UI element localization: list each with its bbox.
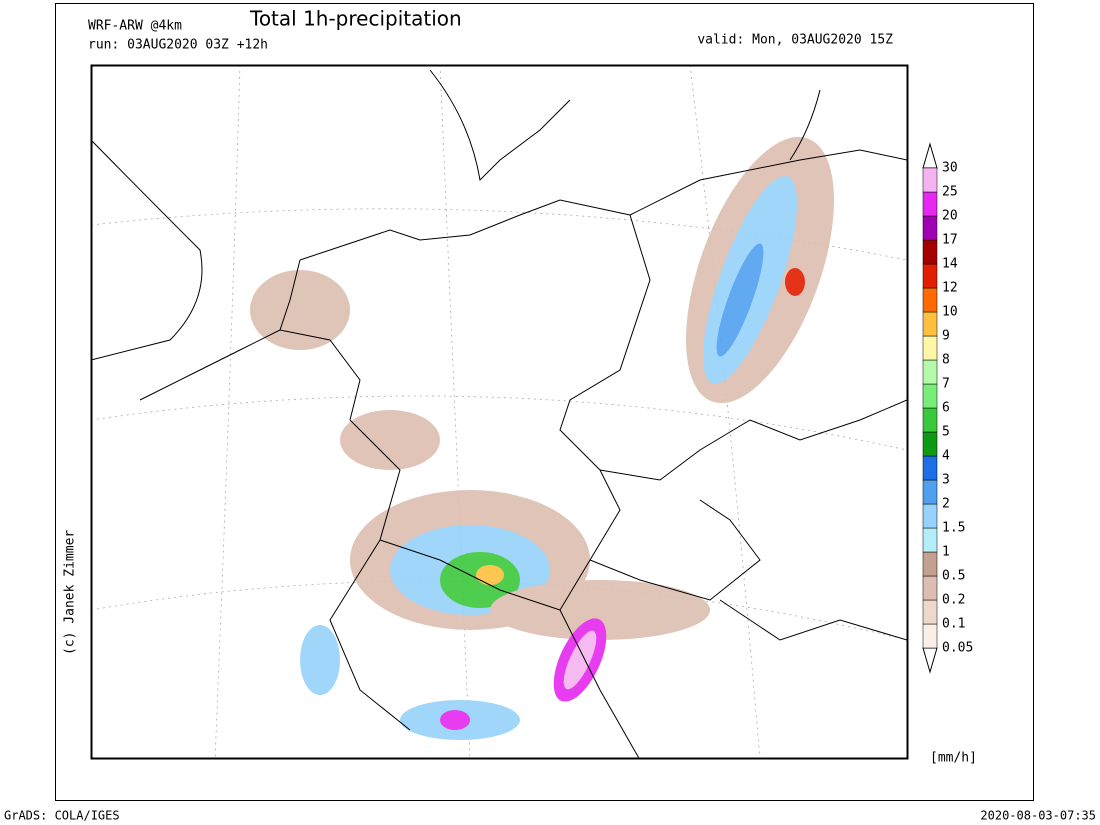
colorbar-low-triangle bbox=[922, 647, 938, 674]
colorbar-box bbox=[922, 215, 938, 241]
footer-right: 2020-08-03-07:35 bbox=[980, 809, 1096, 823]
colorbar-box bbox=[922, 479, 938, 505]
colorbar-label: 0.05 bbox=[942, 641, 973, 656]
colorbar-box bbox=[922, 527, 938, 553]
colorbar-box bbox=[922, 599, 938, 625]
colorbar-label: 0.5 bbox=[942, 569, 965, 584]
colorbar-label: 7 bbox=[942, 377, 950, 392]
colorbar-box bbox=[922, 359, 938, 385]
colorbar-box bbox=[922, 311, 938, 337]
colorbar-box bbox=[922, 407, 938, 433]
colorbar-box bbox=[922, 455, 938, 481]
colorbar-label: 5 bbox=[942, 425, 950, 440]
colorbar-label: 2 bbox=[942, 497, 950, 512]
colorbar-label: 0.1 bbox=[942, 617, 965, 632]
colorbar-label: 10 bbox=[942, 305, 958, 320]
colorbar-label: 30 bbox=[942, 161, 958, 176]
colorbar-box bbox=[922, 575, 938, 601]
colorbar-box bbox=[922, 263, 938, 289]
map bbox=[91, 65, 907, 758]
colorbar-label: 25 bbox=[942, 185, 958, 200]
colorbar-label: 20 bbox=[942, 209, 958, 224]
unit-label: [mm/h] bbox=[930, 751, 977, 766]
outer-frame bbox=[55, 3, 1034, 801]
colorbar-box bbox=[922, 551, 938, 577]
colorbar-label: 0.2 bbox=[942, 593, 965, 608]
colorbar-label: 4 bbox=[942, 449, 950, 464]
colorbar-box bbox=[922, 167, 938, 193]
colorbar-label: 1.5 bbox=[942, 521, 965, 536]
precipitation bbox=[250, 136, 834, 740]
colorbar-label: 8 bbox=[942, 353, 950, 368]
colorbar-label: 1 bbox=[942, 545, 950, 560]
colorbar-label: 17 bbox=[942, 233, 958, 248]
colorbar-box bbox=[922, 383, 938, 409]
title: Total 1h-precipitation bbox=[249, 7, 462, 31]
valid-label: valid: Mon, 03AUG2020 15Z bbox=[697, 33, 893, 48]
map-frame bbox=[90, 64, 909, 760]
colorbar-label: 14 bbox=[942, 257, 958, 272]
run-label: run: 03AUG2020 03Z +12h bbox=[88, 38, 268, 53]
colorbar-label: 9 bbox=[942, 329, 950, 344]
colorbar-box bbox=[922, 431, 938, 457]
colorbar-box bbox=[922, 191, 938, 217]
colorbar-label: 6 bbox=[942, 401, 950, 416]
credit: (c) Janek Zimmer bbox=[63, 530, 78, 655]
footer-left: GrADS: COLA/IGES bbox=[4, 809, 120, 823]
colorbar-box bbox=[922, 335, 938, 361]
colorbar-high-triangle bbox=[922, 142, 938, 169]
colorbar-box bbox=[922, 623, 938, 649]
colorbar-box bbox=[922, 239, 938, 265]
colorbar-label: 12 bbox=[942, 281, 958, 296]
colorbar-box bbox=[922, 287, 938, 313]
model-label: WRF-ARW @4km bbox=[88, 19, 182, 34]
colorbar-box bbox=[922, 503, 938, 529]
colorbar-label: 3 bbox=[942, 473, 950, 488]
